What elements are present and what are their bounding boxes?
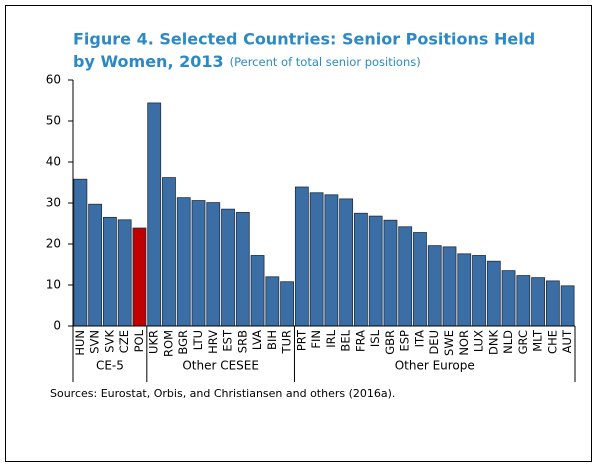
y-tick-label: 20 <box>46 237 61 251</box>
chart-title: Figure 4. Selected Countries: Senior Pos… <box>73 30 535 49</box>
y-tick-label: 0 <box>53 319 61 333</box>
y-tick-label: 50 <box>46 114 61 128</box>
bar <box>103 216 117 327</box>
bar <box>472 255 486 327</box>
bar <box>294 186 309 327</box>
bar <box>250 255 265 327</box>
bar <box>117 219 132 327</box>
bar <box>383 219 398 327</box>
chart-title-line: by Women, 2013 <box>73 52 224 71</box>
bar <box>457 253 472 327</box>
frame <box>5 5 592 462</box>
x-tick-label: ESP <box>398 330 412 352</box>
bar <box>324 194 339 327</box>
x-tick-label: ITA <box>412 330 426 348</box>
x-tick-label: LTU <box>191 330 205 350</box>
group-label: CE-5 <box>96 359 124 373</box>
chart-title: by Women, 2013 (Percent of total senior p… <box>73 52 421 71</box>
x-tick-label: FRA <box>353 330 367 352</box>
chart-subtitle: (Percent of total senior positions) <box>230 55 421 69</box>
x-tick-label: GBR <box>383 330 397 355</box>
y-tick-label: 30 <box>46 196 61 210</box>
y-tick-label: 10 <box>46 278 61 292</box>
x-tick-label: EST <box>221 329 235 352</box>
bar <box>221 208 235 327</box>
x-tick-label: SWE <box>442 330 456 356</box>
bar <box>280 281 294 327</box>
bar <box>132 227 147 327</box>
bar <box>560 285 575 327</box>
x-tick-label: LVA <box>250 330 264 350</box>
bar <box>73 178 88 327</box>
x-tick-label: TUR <box>280 330 294 354</box>
bar <box>265 276 280 327</box>
x-tick-label: NLD <box>501 330 515 354</box>
x-tick-label: NOR <box>457 330 471 356</box>
bar <box>516 275 531 327</box>
x-tick-label: CZE <box>117 330 131 353</box>
bar <box>501 270 516 327</box>
bar <box>354 212 368 327</box>
source: Sources: Eurostat, Orbis, and Christians… <box>50 387 395 400</box>
x-tick-label: FIN <box>309 330 323 349</box>
bar <box>531 277 545 327</box>
bar <box>427 245 442 327</box>
x-tick-label: DNK <box>486 330 500 355</box>
x-tick-label: PRT <box>294 329 308 351</box>
bar <box>235 212 250 327</box>
group-label: Other CESEE <box>182 359 259 373</box>
x-tick-label: HUN <box>73 330 87 356</box>
x-tick-label: BEL <box>339 329 353 351</box>
x-tick-label: LUX <box>472 330 486 352</box>
bar <box>368 215 383 327</box>
x-tick-label: POL <box>132 329 146 352</box>
x-tick-label: SVN <box>88 330 102 354</box>
x-tick-label: UKR <box>147 330 161 354</box>
bar <box>176 197 191 327</box>
x-tick-label: CHE <box>545 330 559 354</box>
bar <box>442 246 457 327</box>
x-tick-label: HRV <box>206 330 220 354</box>
x-tick-label: ISL <box>368 329 382 347</box>
bar <box>545 280 560 327</box>
x-tick-label: BGR <box>176 330 190 355</box>
x-tick-label: IRL <box>324 329 338 347</box>
x-tick-label: BIH <box>265 330 279 350</box>
y-tick-label: 60 <box>46 73 61 87</box>
x-tick-label: ROM <box>161 330 175 357</box>
x-tick-label: DEU <box>427 330 441 355</box>
x-tick-label: AUT <box>560 329 574 353</box>
group-label: Other Europe <box>395 359 475 373</box>
x-tick-label: SRB <box>235 330 249 353</box>
bar <box>147 102 162 327</box>
bar <box>88 203 103 327</box>
bar <box>413 232 427 327</box>
bar <box>206 202 221 327</box>
bar <box>191 200 206 327</box>
x-tick-label: SVK <box>102 330 116 353</box>
x-tick-label: MLT <box>531 329 545 352</box>
x-tick-label: GRC <box>516 330 530 354</box>
bar <box>309 192 324 327</box>
y-tick-label: 40 <box>46 155 61 169</box>
bar <box>339 198 354 327</box>
bar <box>486 260 501 327</box>
bar <box>162 177 176 327</box>
bar <box>398 226 413 327</box>
